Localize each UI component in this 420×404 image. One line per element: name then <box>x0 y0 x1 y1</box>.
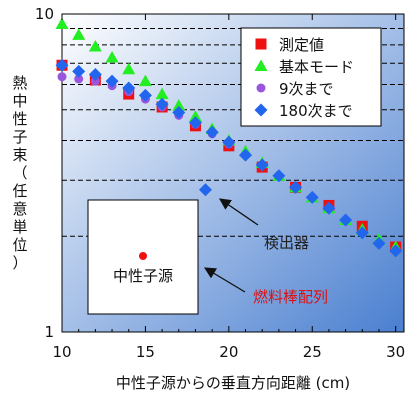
x-tick-label: 20 <box>219 343 238 361</box>
data-point-circle <box>74 74 84 84</box>
y-tick-label: 10 <box>35 5 54 23</box>
data-point-triangle <box>138 74 152 87</box>
data-markers <box>55 17 403 258</box>
data-point-diamond <box>188 116 202 130</box>
data-point-diamond <box>255 158 269 172</box>
legend-marker-square <box>255 38 267 50</box>
data-point-triangle <box>172 99 186 111</box>
neutron-source-dot <box>139 252 147 260</box>
data-point-triangle <box>105 50 119 63</box>
annotation-fuel-rods: 燃料棒配列 <box>253 288 328 306</box>
x-axis-label: 中性子源からの垂直方向距離 (cm) <box>116 374 350 392</box>
data-point-triangle <box>88 40 102 52</box>
data-point-diamond <box>88 68 102 82</box>
inset-label: 中性子源 <box>113 267 173 285</box>
data-point-diamond <box>322 201 336 215</box>
legend-label: 9次まで <box>279 80 334 98</box>
y-tick-label: 1 <box>44 323 54 341</box>
data-point-circle <box>57 72 67 82</box>
fuel-arrow <box>203 267 246 293</box>
data-point-diamond <box>105 74 119 88</box>
detector-arrow <box>219 198 259 226</box>
data-point-diamond <box>138 88 152 102</box>
legend-label: 基本モード <box>279 58 354 76</box>
data-point-diamond <box>155 97 169 111</box>
annotation-detector: 検出器 <box>264 234 309 252</box>
data-point-triangle <box>122 62 136 75</box>
data-point-triangle <box>188 110 202 122</box>
data-point-diamond <box>72 64 86 78</box>
data-point-diamond <box>198 183 212 197</box>
y-axis-label: 熱中性子束（任意単位） <box>12 74 27 272</box>
data-point-diamond <box>339 213 353 227</box>
data-point-diamond <box>55 58 69 72</box>
axis-ticks: 10 15 20 25 30 1 10 <box>35 5 405 361</box>
x-tick-label: 15 <box>136 343 155 361</box>
legend-label: 180次まで <box>279 102 353 120</box>
x-tick-label: 10 <box>52 343 71 361</box>
data-point-diamond <box>172 106 186 120</box>
data-point-diamond <box>389 244 403 258</box>
data-point-diamond <box>205 125 219 139</box>
data-point-circle <box>90 76 100 86</box>
x-tick-label: 30 <box>386 343 405 361</box>
data-point-diamond <box>272 169 286 183</box>
data-point-diamond <box>305 190 319 204</box>
data-point-diamond <box>239 148 253 162</box>
data-point-triangle <box>155 87 169 100</box>
data-point-diamond <box>289 180 303 194</box>
data-point-diamond <box>122 81 136 95</box>
legend-label: 測定値 <box>279 36 324 54</box>
data-point-triangle <box>55 17 69 30</box>
data-point-diamond <box>372 236 386 250</box>
legend-marker-circle <box>256 83 266 93</box>
x-tick-label: 25 <box>303 343 322 361</box>
data-point-triangle <box>72 28 86 40</box>
legend-marker-diamond <box>254 103 268 117</box>
data-point-diamond <box>222 135 236 149</box>
data-point-diamond <box>355 226 369 240</box>
legend-marker-triangle <box>254 59 268 71</box>
